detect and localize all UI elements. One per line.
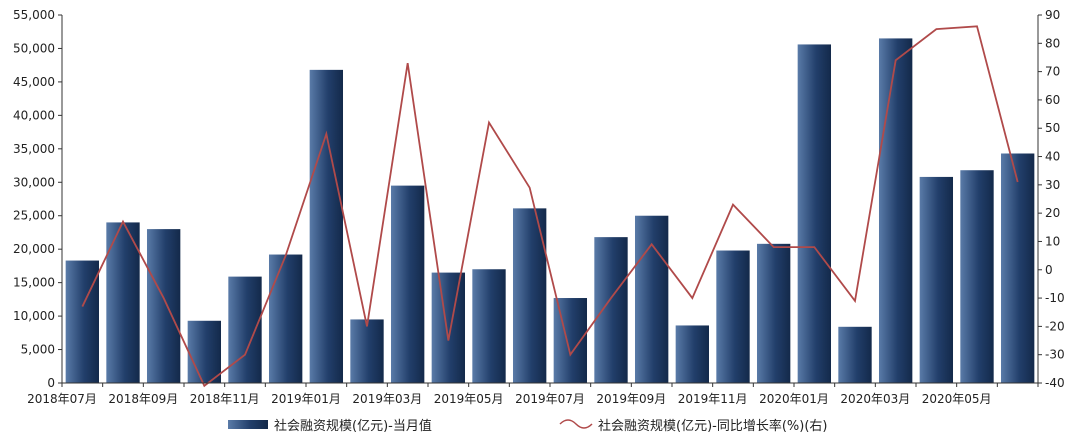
bar [350,319,384,383]
y-right-tick-label: 40 [1045,150,1060,164]
bar [553,298,588,383]
x-tick-label: 2019年01月 [271,392,341,406]
bar [309,69,344,384]
bar [390,185,425,383]
y-left-tick-label: 50,000 [13,41,55,55]
x-tick-label: 2020年03月 [840,392,910,406]
bar [919,176,954,383]
y-right-tick-label: 70 [1045,65,1060,79]
bar [146,229,181,383]
line-series [81,25,1019,388]
y-right-tick-label: -40 [1045,376,1065,390]
y-right-tick-label: 10 [1045,234,1060,248]
y-left-tick-label: 45,000 [13,75,55,89]
bar [716,250,750,383]
bar [634,215,669,383]
bar [512,208,547,383]
y-left-tick-label: 15,000 [13,276,55,290]
y-right-tick-label: 90 [1045,8,1060,22]
y-right-tick-label: 50 [1045,121,1060,135]
y-left-tick-label: 25,000 [13,209,55,223]
bar [472,269,506,383]
x-tick-label: 2019年09月 [596,392,666,406]
x-tick-label: 2019年07月 [515,392,585,406]
y-left-tick-label: 35,000 [13,142,55,156]
bar [431,272,466,383]
y-left-tick-label: 30,000 [13,175,55,189]
y-right-tick-label: -10 [1045,291,1065,305]
y-left-tick-label: 55,000 [13,8,55,22]
axes: 0 5,000 10,000 15,000 20,000 25,000 30,000 35,0… [13,8,1065,406]
bar [878,38,913,383]
y-right-tick-label: 80 [1045,36,1060,50]
y-left-tick-label: 20,000 [13,242,55,256]
x-tick-label: 2020年05月 [922,392,992,406]
bar [1000,153,1035,383]
bar [797,44,832,383]
legend-line-label: 社会融资规模(亿元)-同比增长率(%)(右) [598,418,827,434]
y-left-tick-label: 5,000 [21,343,55,357]
bar [756,243,791,383]
legend-bar-label: 社会融资规模(亿元)-当月值 [274,418,432,434]
bar [228,276,262,383]
legend-bar-swatch [228,420,268,429]
y-left-tick-label: 40,000 [13,108,55,122]
x-tick-label: 2020年01月 [759,392,829,406]
bar [838,326,872,383]
legend-line-swatch [559,419,593,429]
legend: 社会融资规模(亿元)-当月值 社会融资规模(亿元)-同比增长率(%)(右) [228,418,827,434]
y-right-tick-label: 30 [1045,178,1060,192]
y-right-tick-label: 20 [1045,206,1060,220]
y-right-tick-label: 0 [1045,263,1053,277]
x-tick-label: 2018年11月 [190,392,260,406]
y-left-tick-label: 10,000 [13,309,55,323]
y-right-tick-label: 60 [1045,93,1060,107]
bar [106,222,140,383]
x-tick-label: 2018年07月 [27,392,97,406]
x-tick-label: 2018年09月 [108,392,178,406]
x-tick-label: 2019年05月 [434,392,504,406]
y-left-tick-label: 0 [47,376,55,390]
y-right-tick-label: -20 [1045,319,1065,333]
bar [268,254,303,383]
bar [960,170,994,383]
bar [594,237,628,383]
bar-series [65,38,1035,384]
bar [187,320,222,383]
bar [675,325,710,383]
x-tick-label: 2019年03月 [352,392,422,406]
x-tick-label: 2019年11月 [678,392,748,406]
bar [65,260,100,383]
growth-line [81,25,1019,388]
y-right-tick-label: -30 [1045,348,1065,362]
